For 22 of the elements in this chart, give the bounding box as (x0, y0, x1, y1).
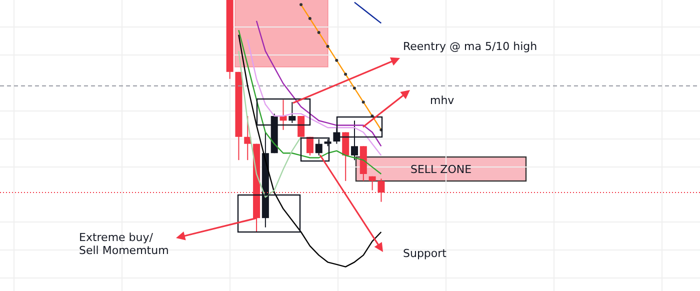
candlestick (288, 102, 296, 124)
point (344, 72, 348, 76)
candlestick (280, 99, 287, 130)
point (317, 30, 320, 34)
point (326, 44, 330, 48)
text: Extreme buy/ Sell Momemtum (79, 231, 169, 257)
point (352, 86, 356, 90)
point (362, 100, 365, 104)
text: mhv (430, 94, 455, 107)
candlestick (244, 116, 252, 161)
candlestick (351, 120, 358, 161)
candlestick (315, 138, 322, 156)
point (308, 17, 312, 20)
point (335, 58, 338, 62)
candlestick (342, 132, 350, 182)
candlestick (298, 116, 305, 138)
candlestick (368, 176, 376, 191)
point (300, 3, 303, 6)
candlestick (333, 127, 340, 144)
text: Reentry @ ma 5/10 high (403, 40, 538, 53)
text: Support (403, 247, 448, 260)
text: SELL ZONE (410, 163, 472, 176)
